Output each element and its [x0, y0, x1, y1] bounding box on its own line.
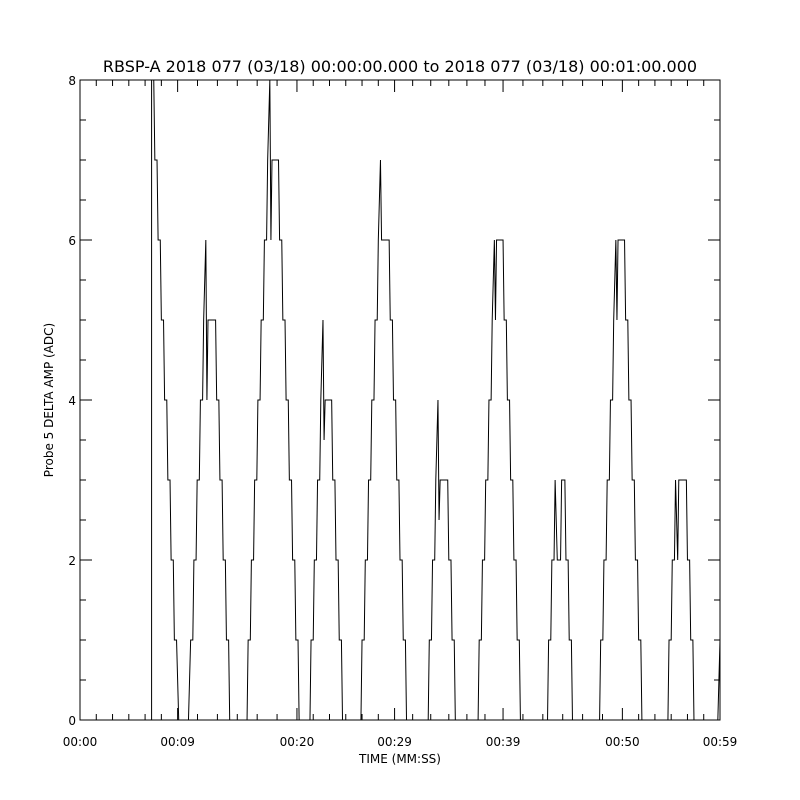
y-tick-label: 4	[68, 394, 76, 408]
y-axis-label-group: Probe 5 DELTA AMP (ADC)	[42, 323, 56, 477]
chart-title: RBSP-A 2018 077 (03/18) 00:00:00.000 to …	[103, 57, 697, 76]
x-tick-label: 00:29	[377, 735, 412, 749]
x-tick-label: 00:39	[486, 735, 521, 749]
y-tick-label: 2	[68, 554, 76, 568]
x-tick-label: 00:59	[703, 735, 738, 749]
y-tick-label: 8	[68, 74, 76, 88]
x-tick-label: 00:00	[63, 735, 98, 749]
x-axis-label: TIME (MM:SS)	[358, 752, 441, 766]
series-group	[80, 79, 721, 721]
y-tick-label: 6	[68, 234, 76, 248]
series-line-0	[80, 79, 721, 721]
plot-frame	[79, 79, 721, 721]
x-tick-label: 00:09	[160, 735, 195, 749]
x-tick-label: 00:50	[605, 735, 640, 749]
y-axis-label: Probe 5 DELTA AMP (ADC)	[42, 323, 56, 477]
axis-tick-labels: 0 2 4 6 8 00:00 00:09 00:20 00:29 00:39 00:50 00:59	[63, 74, 738, 749]
y-tick-label: 0	[68, 714, 76, 728]
x-tick-label: 00:20	[280, 735, 315, 749]
axis-ticks	[79, 79, 721, 721]
